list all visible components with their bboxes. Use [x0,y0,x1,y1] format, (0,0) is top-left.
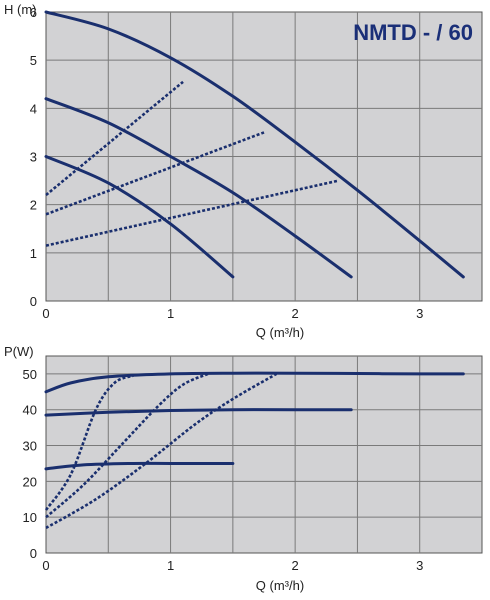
speed-curve-1 [44,10,465,279]
power-axis-label: P(W) [4,344,34,359]
x-tick-label: 3 [416,306,423,321]
head-x-tick-labels: 0 1 2 3 [42,306,423,321]
speed-curve-3 [44,461,235,471]
y-tick-label: 4 [30,101,37,116]
speed-curve-2 [44,408,353,417]
y-tick-label: 20 [23,474,37,489]
x-tick-label: 0 [42,558,49,573]
x-tick-label: 0 [42,306,49,321]
y-tick-label: 2 [30,198,37,213]
y-tick-label: 0 [30,546,37,561]
y-tick-label: 40 [23,403,37,418]
x-tick-label: 1 [167,306,174,321]
x-tick-label: 3 [416,558,423,573]
head-y-tick-labels: 0 1 2 3 4 5 6 [30,5,37,309]
head-curves [44,10,465,279]
y-tick-label: 50 [23,367,37,382]
y-tick-label: 30 [23,439,37,454]
dashed-curve-5 [45,131,265,216]
y-tick-label: 5 [30,53,37,68]
power-x-axis-label: Q (m³/h) [256,578,304,593]
y-tick-label: 3 [30,150,37,165]
head-x-axis-label: Q (m³/h) [256,325,304,340]
power-curves [44,371,465,530]
power-grid [46,356,482,553]
dashed-curve-4 [44,374,134,511]
speed-curve-3 [44,155,235,279]
chart-title: NMTD - / 60 [353,20,473,45]
power-plot-area [45,355,483,554]
y-tick-label: 1 [30,246,37,261]
head-axis-label: H (m) [4,2,37,17]
x-tick-label: 2 [292,558,299,573]
x-tick-label: 2 [292,306,299,321]
head-grid [46,12,482,301]
dashed-curve-6 [45,372,278,530]
power-y-tick-labels: 0 10 20 30 40 50 [23,367,37,561]
y-tick-label: 10 [23,510,37,525]
x-tick-label: 1 [167,558,174,573]
power-x-tick-labels: 0 1 2 3 [42,558,423,573]
y-tick-label: 0 [30,294,37,309]
y-tick-label: 6 [30,5,37,20]
dashed-curve-5 [45,372,209,519]
speed-curve-1 [44,371,465,394]
speed-curve-2 [44,97,353,279]
